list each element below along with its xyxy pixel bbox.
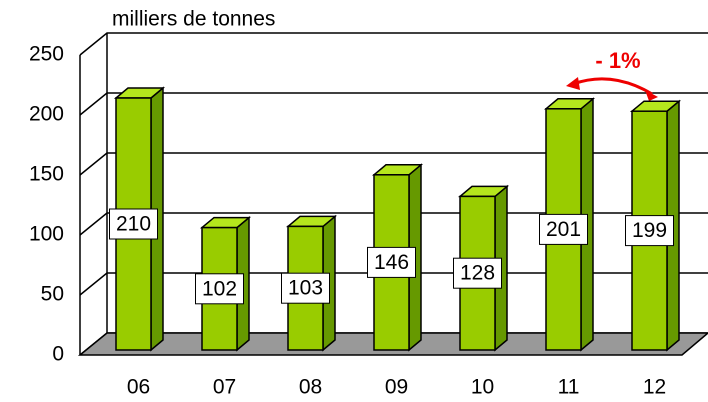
value-label: 102	[202, 277, 237, 300]
grid-line	[79, 92, 708, 116]
value-label-box	[539, 213, 588, 245]
value-label: 199	[632, 219, 667, 242]
y-tick-label: 100	[29, 223, 64, 246]
value-label-box	[453, 257, 502, 289]
value-label: 146	[374, 251, 409, 274]
annotation: - 1%	[595, 48, 640, 73]
arrow-head	[566, 77, 580, 90]
arrow-head	[645, 90, 658, 101]
value-label-box	[109, 208, 158, 240]
value-label-box	[367, 246, 416, 278]
x-tick-label: 08	[299, 376, 322, 399]
y-tick-label: 200	[29, 103, 64, 126]
value-label: 128	[460, 262, 495, 285]
value-label-box	[625, 215, 674, 247]
annotation-arrow	[572, 77, 653, 96]
x-tick-label: 11	[558, 376, 580, 399]
value-label-box	[281, 272, 330, 304]
value-label: 103	[288, 277, 323, 300]
value-label: 201	[546, 218, 581, 241]
x-tick-label: 06	[127, 376, 150, 399]
value-label-box	[195, 273, 244, 305]
x-tick-label: 09	[385, 376, 408, 399]
x-tick-label: 12	[643, 376, 666, 399]
x-tick-label: 07	[213, 376, 236, 399]
value-label: 210	[116, 213, 151, 236]
y-tick-label: 250	[29, 43, 64, 66]
y-axis-label: milliers de tonnes	[112, 8, 275, 31]
y-tick-label: 150	[29, 163, 64, 186]
x-tick-label: 10	[471, 376, 494, 399]
y-tick-label: 0	[52, 343, 64, 366]
y-tick-label: 50	[41, 283, 64, 306]
